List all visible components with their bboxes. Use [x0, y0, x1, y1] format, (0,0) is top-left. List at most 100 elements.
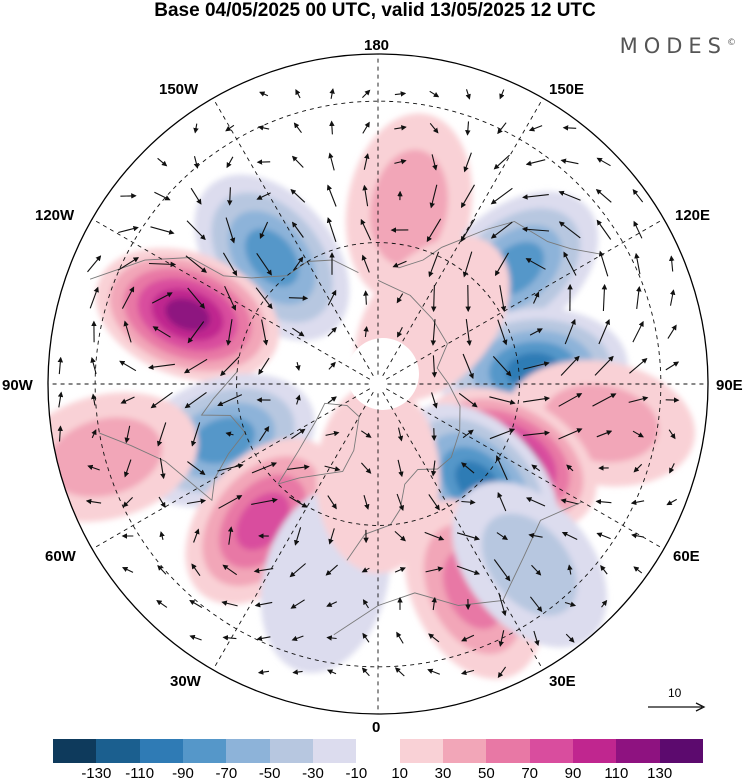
wind-vector	[596, 430, 613, 438]
colorbar-segment	[356, 739, 400, 763]
wind-vector	[91, 393, 97, 406]
wind-vector	[494, 252, 509, 277]
vector-scale-arrow	[648, 702, 706, 712]
wind-vector	[430, 319, 437, 346]
wind-vector	[533, 630, 540, 647]
wind-vector	[558, 428, 583, 440]
wind-vector	[156, 599, 168, 608]
wind-vector	[458, 392, 478, 408]
wind-vector	[489, 428, 516, 440]
wind-vector	[124, 425, 131, 444]
wind-vector	[362, 632, 370, 643]
wind-vector	[496, 532, 509, 541]
wind-vector	[628, 396, 649, 403]
wind-vector	[218, 495, 243, 509]
wind-vector	[397, 459, 404, 478]
wind-vector	[87, 255, 102, 273]
anomaly-contour-band	[48, 417, 163, 498]
wind-vector	[361, 254, 370, 273]
colorbar-segment	[312, 739, 357, 763]
wind-vector	[428, 494, 440, 511]
wind-vector	[90, 357, 97, 375]
wind-vector	[560, 158, 579, 165]
wind-vector	[598, 318, 610, 345]
wind-vector	[394, 530, 406, 542]
wind-vector	[636, 286, 642, 309]
wind-vector	[363, 290, 369, 305]
wind-vector	[294, 527, 302, 546]
wind-vector	[492, 356, 512, 377]
wind-vector	[189, 634, 202, 641]
wind-vector	[222, 252, 238, 277]
wind-vector	[159, 531, 165, 540]
wind-vector	[183, 358, 208, 374]
wind-vector	[360, 462, 372, 474]
wind-vector	[462, 353, 474, 380]
wind-vector	[327, 396, 337, 404]
wind-vector	[57, 425, 63, 442]
wind-vector	[665, 361, 680, 371]
wind-vector	[117, 257, 140, 271]
wind-vector	[532, 291, 540, 304]
wind-vector	[633, 220, 643, 239]
wind-vector	[292, 327, 305, 337]
wind-vector	[558, 221, 581, 239]
wind-vector	[57, 356, 64, 375]
wind-vector	[328, 152, 335, 171]
wind-vector	[429, 184, 438, 209]
colorbar-tick-label: 70	[521, 765, 538, 782]
wind-vector	[122, 567, 134, 573]
wind-vector	[430, 284, 437, 313]
wind-vector	[362, 89, 371, 98]
wind-vector	[295, 394, 301, 405]
wind-vector	[190, 187, 202, 205]
wind-vector	[558, 190, 581, 201]
colorbar-tick-label: -90	[172, 765, 194, 782]
wind-vector	[497, 491, 507, 512]
anomaly-contour-band	[235, 492, 290, 551]
anomaly-contour-band	[165, 298, 210, 331]
wind-vector	[630, 499, 645, 506]
wind-vector	[226, 156, 234, 169]
wind-vector	[462, 251, 473, 278]
wind-vector	[257, 669, 270, 675]
coastline	[398, 221, 603, 269]
lon-label-150e: 150E	[549, 81, 585, 98]
wind-vector	[528, 532, 543, 539]
wind-vector	[292, 669, 303, 675]
wind-vector	[460, 669, 475, 676]
colorbar-segment	[226, 739, 270, 763]
wind-vector	[595, 498, 612, 505]
wind-vector	[463, 152, 472, 173]
colorbar-tick-label: -50	[258, 765, 281, 782]
wind-vector	[396, 631, 404, 644]
wind-vector	[460, 184, 475, 209]
wind-vector	[159, 457, 166, 480]
wind-vector	[424, 531, 445, 541]
wind-vector	[460, 218, 476, 243]
wind-vector	[89, 286, 99, 309]
wind-vector	[329, 120, 335, 135]
wind-vector	[328, 528, 335, 545]
wind-vector	[562, 125, 577, 131]
wind-vector	[289, 563, 306, 578]
wind-vector	[456, 565, 481, 576]
wind-vector	[596, 532, 611, 540]
meridian	[382, 391, 544, 671]
modes-logo: MODES©	[619, 34, 736, 58]
wind-vectors	[57, 88, 680, 678]
wind-vector	[193, 156, 200, 169]
wind-vector	[394, 158, 407, 165]
wind-vector	[290, 599, 305, 609]
wind-vector	[465, 319, 472, 346]
wind-vector	[326, 217, 337, 242]
wind-vector	[632, 430, 644, 438]
wind-vector	[667, 324, 677, 339]
colorbar-ticks: -130 -110 -90 -70 -50 -30 -10 10 30 50 70 90 110 130	[53, 766, 703, 782]
wind-vector	[431, 392, 438, 409]
wind-vector	[259, 91, 269, 97]
wind-vector	[394, 667, 405, 677]
wind-vector	[121, 286, 135, 309]
colorbar-segment	[442, 739, 487, 763]
